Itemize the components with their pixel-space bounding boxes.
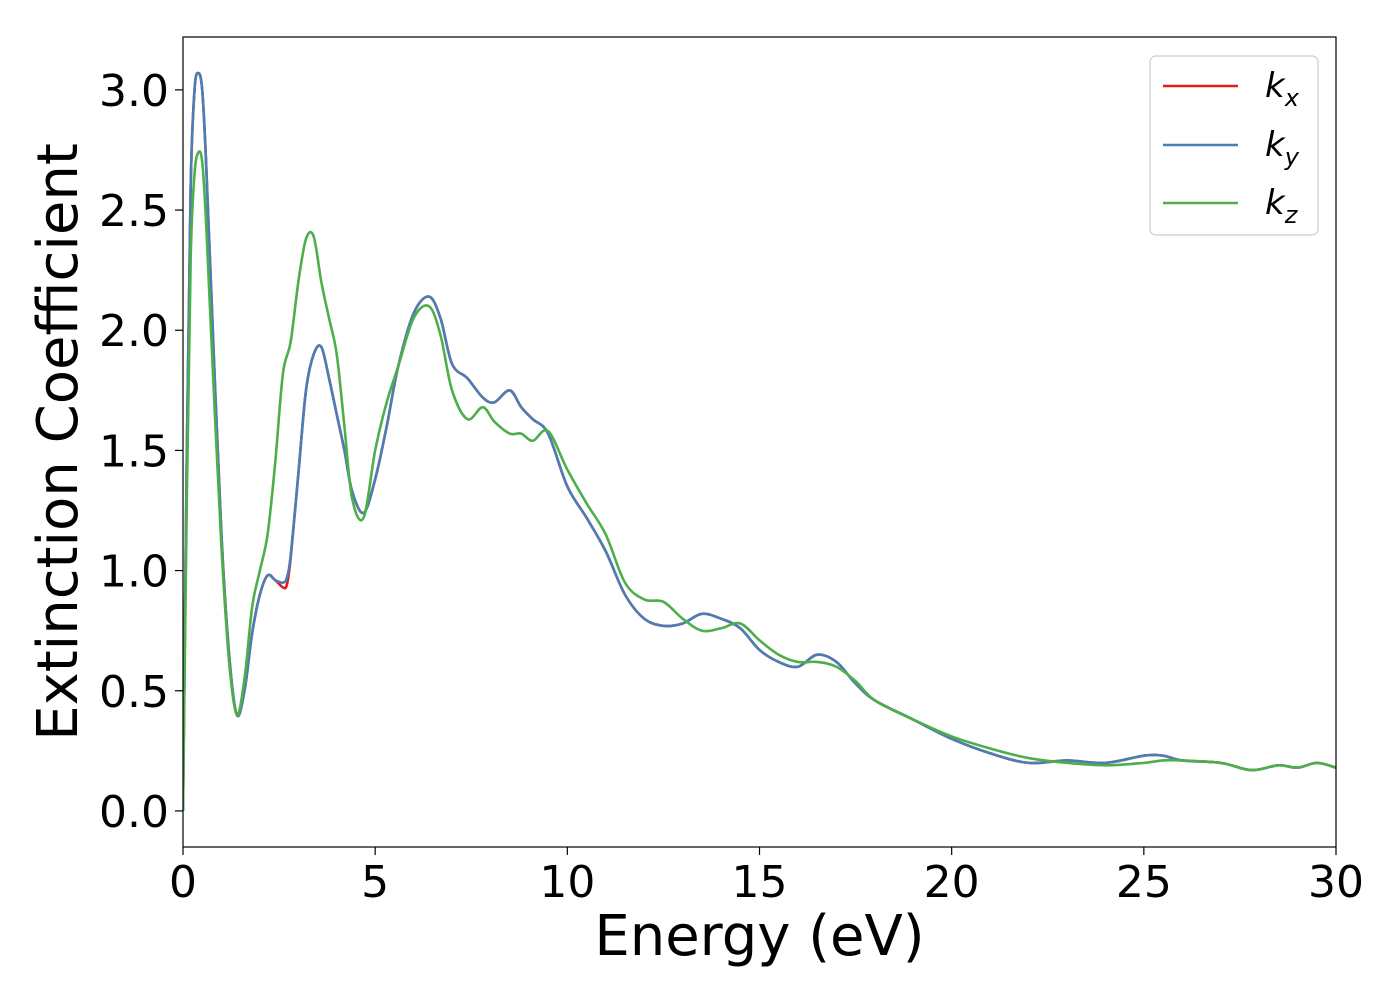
legend-label-main: k (1265, 125, 1286, 165)
y-tick-label: 0.5 (99, 667, 169, 718)
y-tick-label: 2.0 (99, 306, 169, 357)
y-axis: 0.0 0.5 1.0 1.5 2.0 2.5 3.0 (99, 66, 183, 838)
legend-label-x: kx (1265, 66, 1300, 112)
legend-label-main: k (1265, 66, 1286, 106)
y-tick-label: 2.5 (99, 186, 169, 237)
x-tick-label: 0 (169, 857, 197, 908)
legend-label-y: ky (1265, 125, 1300, 171)
y-tick-label: 3.0 (99, 66, 169, 117)
x-axis: 0 5 10 15 20 25 30 (169, 847, 1364, 908)
x-tick-label: 30 (1308, 857, 1364, 908)
legend-label-main: k (1265, 183, 1286, 223)
x-tick-label: 10 (539, 857, 595, 908)
x-tick-label: 15 (732, 857, 788, 908)
y-tick-label: 1.5 (99, 426, 169, 477)
y-tick-label: 1.0 (99, 547, 169, 598)
y-tick-label: 0.0 (99, 787, 169, 838)
x-tick-label: 20 (924, 857, 980, 908)
x-tick-label: 5 (361, 857, 389, 908)
x-axis-title: Energy (eV) (594, 904, 924, 969)
legend-label-subscript: z (1284, 201, 1299, 229)
y-axis-title: Extinction Coefficient (26, 143, 91, 741)
legend-label-subscript: y (1284, 143, 1300, 171)
series-line-z (183, 150, 1336, 811)
legend-label-z: kz (1265, 183, 1299, 229)
x-tick-label: 25 (1116, 857, 1172, 908)
series-layer (183, 71, 1336, 811)
legend-label-subscript: x (1284, 84, 1300, 112)
